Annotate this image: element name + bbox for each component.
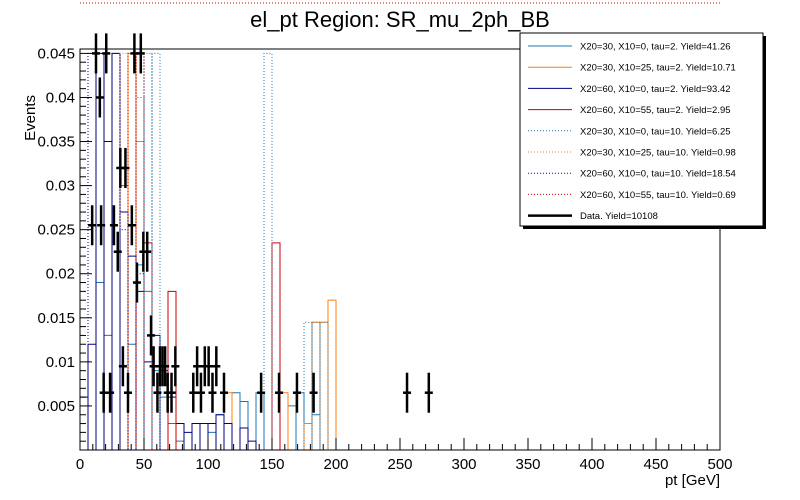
x-tick-label: 400 [579,456,604,473]
histogram-bin-series-3 [199,423,209,450]
y-tick-label: 0.025 [37,222,75,239]
legend-label: X20=60, X10=0, tau=2. Yield=93.42 [580,84,731,95]
y-axis-label: Events [22,95,39,141]
histogram-bin-series-3 [191,423,201,450]
legend-label: X20=30, X10=0, tau=10. Yield=6.25 [580,126,731,137]
data-points-layer [88,33,433,413]
histogram-bin-series-7 [111,52,121,450]
histogram-bin-series-3 [143,361,153,450]
x-tick-label: 500 [707,456,732,473]
histogram-bin-series-8 [127,52,137,450]
histogram-bin-series-1 [95,282,105,450]
legend-label: X20=30, X10=0, tau=2. Yield=41.26 [580,42,731,53]
legend-box [519,32,764,227]
histogram-bin-series-3 [87,343,97,450]
y-tick-label: 0.01 [46,354,75,371]
y-axis: 0.005 0.01 0.015 0.02 0.025 0.03 0.035 0.04 0.04… [37,45,92,442]
histogram-bin-series-2 [279,392,289,450]
y-tick-label: 0.035 [37,134,75,151]
histogram-bin-series-3 [223,423,233,450]
legend-label: Data. Yield=10108 [580,211,658,222]
y-tick-label: 0.005 [37,398,75,415]
histogram-bin-series-1 [239,401,249,450]
x-tick-label: 100 [195,456,220,473]
x-tick-label: 250 [387,456,412,473]
histogram-bin-series-3 [239,427,249,450]
legend-label: X20=60, X10=0, tau=10. Yield=18.54 [580,169,736,180]
x-tick-label: 0 [76,456,84,473]
histogram-bin-series-3 [207,423,217,450]
legend-items: X20=30, X10=0, tau=2. Yield=41.26 X20=30,… [528,42,736,222]
histogram-bin-series-7 [119,229,129,450]
histogram-bin-series-3 [215,414,225,450]
histogram-bin-series-2 [327,299,337,450]
x-axis: 0 50 100 150 200 250 300 350 400 450 500 [76,438,733,473]
histogram-bin-series-3 [119,211,129,450]
legend-label: X20=30, X10=25, tau=2. Yield=10.71 [580,63,736,74]
x-tick-label: 200 [323,456,348,473]
histogram-bin-series-1 [143,290,153,450]
histogram-bin-series-7 [95,52,105,450]
histogram-bin-series-1 [231,392,241,450]
histogram-bin-series-5 [311,321,321,450]
x-tick-label: 450 [643,456,668,473]
histogram-bin-series-2 [319,321,329,450]
x-tick-label: 350 [515,456,540,473]
histogram-bin-series-8 [135,52,145,450]
histogram-bin-series-7 [135,273,145,450]
histogram-bin-series-5 [151,52,161,450]
histogram-bin-series-3 [127,255,137,450]
y-tick-label: 0.04 [46,89,75,106]
histogram-bin-series-5 [319,321,329,450]
y-tick-label: 0.03 [46,178,75,195]
x-tick-label: 300 [451,456,476,473]
chart-title: el_pt Region: SR_mu_2ph_BB [250,7,550,32]
legend-label: X20=30, X10=25, tau=10. Yield=0.98 [580,148,736,159]
y-tick-label: 0.045 [37,45,75,62]
histogram-bin-series-7 [103,52,113,450]
histogram-bin-series-5 [263,52,273,450]
y-tick-label: 0.02 [46,266,75,283]
histogram-bin-series-7 [87,52,97,450]
histogram-bin-series-3 [135,290,145,450]
histogram-bin-series-3 [247,440,257,450]
y-tick-label: 0.015 [37,310,75,327]
histogram-bin-series-1 [311,414,321,450]
histogram-bin-series-5 [303,321,313,450]
histogram-bin-series-4 [271,242,281,450]
histogram-bin-series-1 [287,405,297,450]
x-axis-label: pt [GeV] [665,472,720,489]
histogram-bin-series-1 [207,431,217,450]
legend-label: X20=60, X10=55, tau=2. Yield=2.95 [580,105,731,116]
histogram-bin-series-1 [215,414,225,450]
x-tick-label: 150 [259,456,284,473]
x-tick-label: 50 [136,456,153,473]
legend: X20=30, X10=0, tau=2. Yield=41.26 X20=30,… [519,32,766,229]
legend-label: X20=60, X10=55, tau=10. Yield=0.69 [580,190,736,201]
histogram-bin-series-3 [183,431,193,450]
